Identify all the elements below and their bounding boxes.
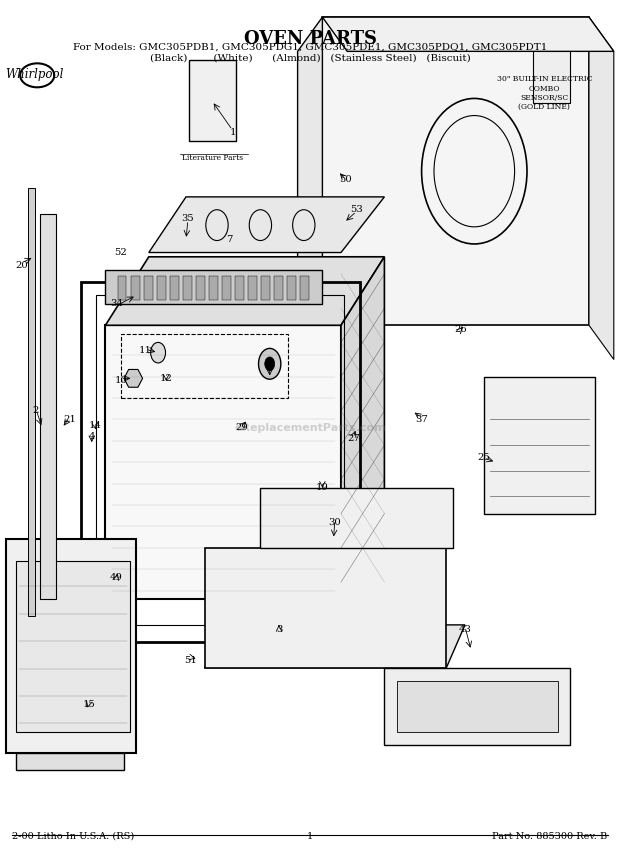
Polygon shape <box>105 270 322 304</box>
Text: 21: 21 <box>63 415 76 424</box>
Text: 30: 30 <box>329 518 341 526</box>
FancyBboxPatch shape <box>157 276 166 300</box>
Polygon shape <box>105 325 341 599</box>
Polygon shape <box>149 197 384 253</box>
FancyBboxPatch shape <box>248 276 257 300</box>
FancyBboxPatch shape <box>16 561 130 732</box>
Text: 51: 51 <box>185 657 197 665</box>
Text: 15: 15 <box>82 700 95 709</box>
FancyBboxPatch shape <box>209 276 218 300</box>
FancyBboxPatch shape <box>222 276 231 300</box>
Text: 34: 34 <box>110 300 123 308</box>
Polygon shape <box>341 257 384 599</box>
Text: 20: 20 <box>16 261 28 270</box>
FancyBboxPatch shape <box>397 681 558 732</box>
Text: 37: 37 <box>415 415 428 424</box>
FancyBboxPatch shape <box>261 276 270 300</box>
Text: 10: 10 <box>115 377 127 385</box>
Text: 53: 53 <box>350 205 363 214</box>
Text: 19: 19 <box>316 484 329 492</box>
Circle shape <box>259 348 281 379</box>
FancyBboxPatch shape <box>274 276 283 300</box>
Text: 1: 1 <box>229 128 236 137</box>
FancyBboxPatch shape <box>170 276 179 300</box>
Text: 29: 29 <box>236 424 248 432</box>
Text: 14: 14 <box>89 421 101 430</box>
FancyBboxPatch shape <box>287 276 296 300</box>
FancyBboxPatch shape <box>118 276 126 300</box>
Text: 4: 4 <box>89 432 95 441</box>
Text: Part No. 885300 Rev. B: Part No. 885300 Rev. B <box>492 831 608 841</box>
Polygon shape <box>260 488 453 548</box>
Text: 12: 12 <box>160 374 172 383</box>
FancyBboxPatch shape <box>183 276 192 300</box>
Text: 35: 35 <box>182 214 194 223</box>
Polygon shape <box>124 370 143 387</box>
Text: For Models: GMC305PDB1, GMC305PDG1, GMC305PDE1, GMC305PDQ1, GMC305PDT1: For Models: GMC305PDB1, GMC305PDG1, GMC3… <box>73 43 547 52</box>
Text: 43: 43 <box>459 625 471 633</box>
FancyBboxPatch shape <box>533 43 570 103</box>
Text: 50: 50 <box>340 175 352 184</box>
Polygon shape <box>105 257 384 325</box>
FancyBboxPatch shape <box>40 214 56 599</box>
Text: 27: 27 <box>347 434 360 443</box>
FancyBboxPatch shape <box>189 60 236 141</box>
Polygon shape <box>484 377 595 514</box>
Text: 7: 7 <box>226 235 232 244</box>
Text: 49: 49 <box>110 574 123 582</box>
FancyBboxPatch shape <box>300 276 309 300</box>
Text: 2-00 Litho In U.S.A. (RS): 2-00 Litho In U.S.A. (RS) <box>12 831 135 841</box>
Text: Whirlpool: Whirlpool <box>5 68 63 81</box>
Polygon shape <box>384 668 570 745</box>
Polygon shape <box>205 625 465 668</box>
Text: 30" BUILT-IN ELECTRIC
COMBO
SENSOR/SC
(GOLD LINE): 30" BUILT-IN ELECTRIC COMBO SENSOR/SC (G… <box>497 75 592 111</box>
Polygon shape <box>322 17 589 325</box>
Polygon shape <box>322 17 614 51</box>
Text: 9: 9 <box>267 364 273 372</box>
Circle shape <box>265 357 275 371</box>
Polygon shape <box>6 539 136 753</box>
Text: eReplacementParts.com: eReplacementParts.com <box>234 423 386 433</box>
Polygon shape <box>205 548 446 668</box>
Text: 52: 52 <box>115 248 127 257</box>
Text: 26: 26 <box>454 325 467 334</box>
Text: 3: 3 <box>276 625 282 633</box>
FancyBboxPatch shape <box>131 276 140 300</box>
FancyBboxPatch shape <box>144 276 153 300</box>
FancyBboxPatch shape <box>235 276 244 300</box>
Text: (Black)        (White)      (Almond)   (Stainless Steel)   (Biscuit): (Black) (White) (Almond) (Stainless Stee… <box>149 54 471 63</box>
Text: 25: 25 <box>477 454 490 462</box>
FancyBboxPatch shape <box>196 276 205 300</box>
Text: OVEN PARTS: OVEN PARTS <box>244 30 376 48</box>
Polygon shape <box>589 17 614 360</box>
Text: 2: 2 <box>33 407 39 415</box>
Text: Literature Parts: Literature Parts <box>182 154 243 162</box>
Text: 1: 1 <box>307 831 313 841</box>
FancyBboxPatch shape <box>28 188 35 616</box>
Text: 11: 11 <box>140 347 152 355</box>
Polygon shape <box>16 753 124 770</box>
Circle shape <box>151 342 166 363</box>
Polygon shape <box>298 17 322 360</box>
